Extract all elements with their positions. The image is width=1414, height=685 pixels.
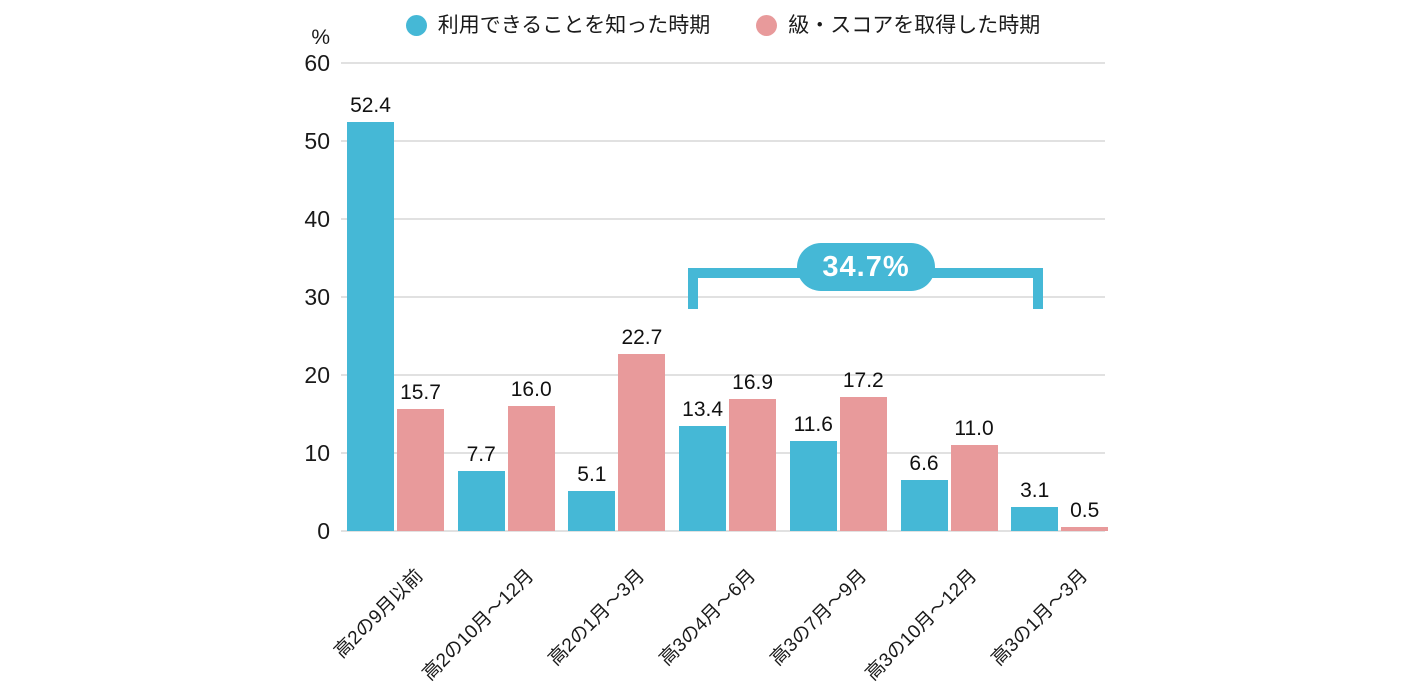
y-tick-label: 0 bbox=[317, 518, 330, 544]
y-tick-label: 10 bbox=[304, 440, 330, 466]
legend-label: 級・スコアを取得した時期 bbox=[788, 13, 1041, 37]
bar-value-label: 0.5 bbox=[1070, 499, 1100, 523]
y-axis-unit-label: % bbox=[311, 26, 330, 49]
x-axis-label: 高2の9月以前 bbox=[330, 565, 428, 663]
bar-value-label: 13.4 bbox=[682, 398, 724, 422]
y-tick-label: 50 bbox=[304, 128, 330, 154]
legend-item: 利用できることを知った時期 bbox=[405, 13, 711, 37]
bar bbox=[950, 445, 998, 531]
annotation-pill-label: 34.7% bbox=[822, 250, 910, 283]
bar-value-label: 11.6 bbox=[793, 412, 833, 436]
bar-value-label: 52.4 bbox=[350, 94, 391, 118]
bar bbox=[618, 353, 666, 531]
bar bbox=[507, 406, 555, 531]
bar bbox=[1061, 527, 1109, 531]
x-axis-label: 高3の10月〜12月 bbox=[861, 565, 982, 685]
legend-dot-icon bbox=[756, 14, 778, 36]
y-gridline bbox=[341, 140, 1105, 142]
y-gridline bbox=[341, 218, 1105, 220]
y-gridline bbox=[341, 374, 1105, 376]
y-tick-label: 60 bbox=[304, 50, 330, 76]
x-axis-label: 高3の1月〜3月 bbox=[987, 565, 1093, 670]
y-gridline bbox=[341, 296, 1105, 298]
y-gridline bbox=[341, 62, 1105, 64]
y-gridline bbox=[341, 530, 1105, 532]
chart-legend: 利用できることを知った時期 級・スコアを取得した時期 bbox=[341, 10, 1105, 40]
bar bbox=[457, 470, 505, 531]
legend-item: 級・スコアを取得した時期 bbox=[756, 13, 1041, 37]
bar-value-label: 5.1 bbox=[577, 463, 607, 487]
bar bbox=[568, 491, 616, 531]
bar-value-label: 3.1 bbox=[1020, 478, 1050, 502]
bar-value-label: 6.6 bbox=[909, 451, 939, 475]
annotation-bracket-right-leg bbox=[1033, 268, 1043, 309]
x-axis-label: 高3の7月〜9月 bbox=[766, 565, 871, 670]
bar bbox=[839, 396, 887, 531]
bar-value-label: 16.0 bbox=[510, 378, 552, 402]
bar bbox=[729, 399, 777, 531]
bar-value-label: 15.7 bbox=[400, 380, 441, 404]
bar-value-label: 17.2 bbox=[842, 368, 884, 392]
legend-label: 利用できることを知った時期 bbox=[437, 13, 711, 37]
bar bbox=[789, 440, 837, 531]
y-tick-label: 30 bbox=[304, 284, 330, 310]
bar-value-label: 22.7 bbox=[621, 325, 663, 349]
bar bbox=[1011, 506, 1059, 531]
bar bbox=[347, 122, 394, 531]
bar-value-label: 16.9 bbox=[732, 371, 774, 395]
bar bbox=[397, 408, 444, 531]
annotation-bracket-left-leg bbox=[688, 268, 698, 309]
bar bbox=[679, 426, 727, 531]
y-tick-label: 40 bbox=[304, 206, 330, 232]
annotation-pill: 34.7% bbox=[797, 243, 935, 291]
bar bbox=[900, 479, 948, 531]
bar-value-label: 7.7 bbox=[466, 442, 496, 466]
x-axis-label: 高2の1月〜3月 bbox=[544, 565, 650, 670]
legend-dot-icon bbox=[405, 14, 427, 36]
x-axis-label: 高3の4月〜6月 bbox=[655, 565, 760, 670]
y-tick-label: 20 bbox=[304, 362, 330, 388]
x-axis-label: 高2の10月〜12月 bbox=[419, 565, 539, 685]
bar-value-label: 11.0 bbox=[954, 417, 994, 441]
